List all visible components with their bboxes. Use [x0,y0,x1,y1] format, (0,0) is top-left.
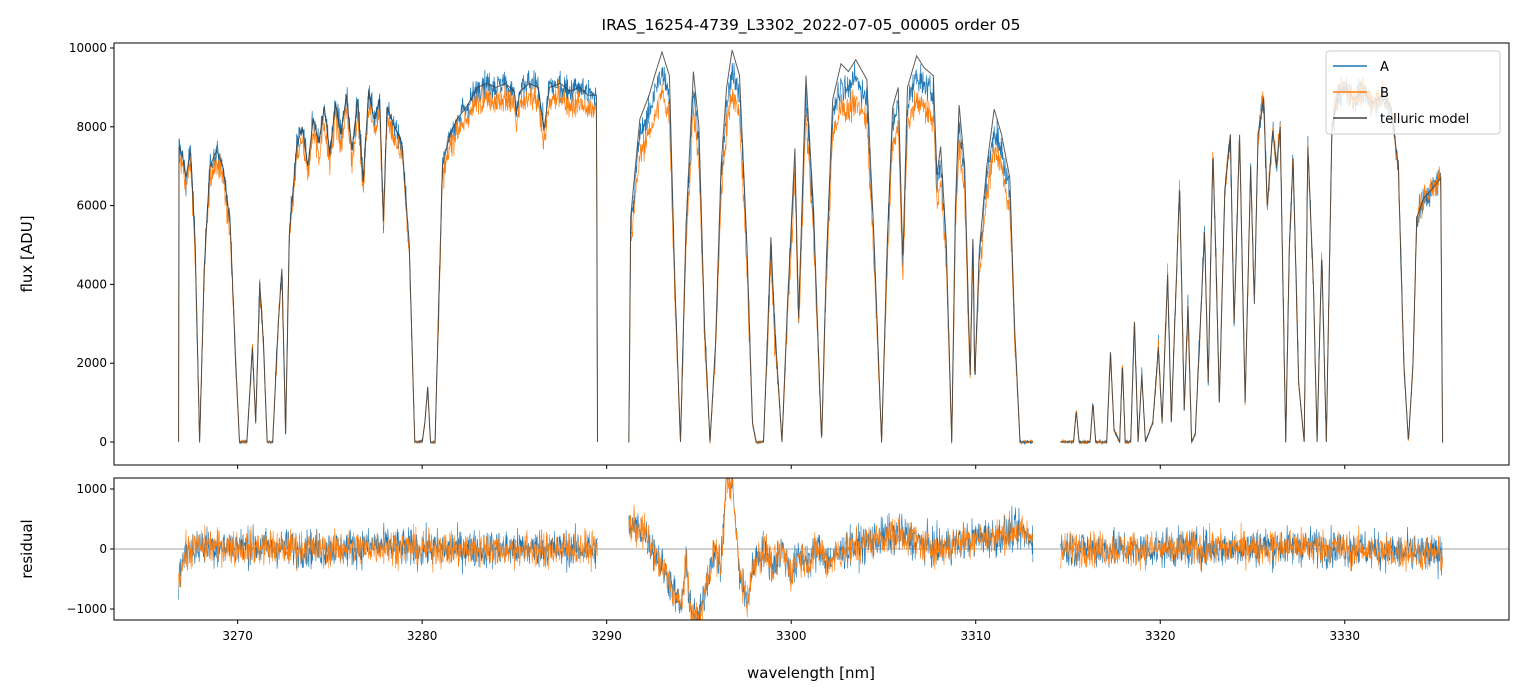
chart-title: IRAS_16254-4739_L3302_2022-07-05_00005 o… [602,16,1021,35]
series-b-flux-segment-0 [178,79,598,445]
x-tick-label: 3300 [776,629,807,643]
y-axis-label-flux: flux [ADU] [18,215,36,292]
telluric-model-segment-0 [178,82,598,443]
y-tick-label-flux: 8000 [76,120,107,134]
legend-label-b: B [1380,86,1389,101]
flux-panel-plot [178,49,1444,445]
x-axis-label: wavelength [nm] [747,664,875,682]
series-b-residual-segment-1 [628,478,1034,620]
legend: A B telluric model [1325,50,1501,135]
telluric-model-segment-1 [628,49,1033,443]
y-tick-label-flux: 10000 [69,41,107,55]
x-tick-label: 3270 [222,629,253,643]
legend-label-a: A [1380,60,1389,75]
y-tick-label-flux: 0 [99,435,107,449]
series-b-residual-segment-0 [178,524,598,588]
series-b-residual-segment-2 [1060,522,1443,572]
y-tick-label-flux: 2000 [76,356,107,370]
legend-label-telluric-model: telluric model [1380,112,1469,127]
residual-panel-plot [114,478,1509,620]
y-tick-label-flux: 4000 [76,277,107,291]
y-tick-label-residual: −1000 [66,602,107,616]
x-tick-label: 3320 [1145,629,1176,643]
residual-panel-frame [113,477,1510,621]
axes: 3270 3280 3290 3300 3310 3320 3330 0 2000 4000 600… [66,41,1360,643]
x-tick-label: 3330 [1330,629,1361,643]
x-tick-label: 3290 [591,629,622,643]
y-axis-label-residual: residual [18,519,36,578]
y-tick-label-residual: 1000 [76,482,107,496]
x-tick-label: 3280 [407,629,438,643]
x-tick-label: 3310 [960,629,991,643]
legend-box [1325,50,1501,135]
flux-panel-frame [113,42,1510,466]
y-tick-label-flux: 6000 [76,199,107,213]
telluric-model-segment-2 [1060,86,1444,443]
series-a-residual-segment-0 [178,522,598,600]
series-b-flux-segment-1 [628,83,1034,444]
y-tick-label-residual: 0 [99,542,107,556]
